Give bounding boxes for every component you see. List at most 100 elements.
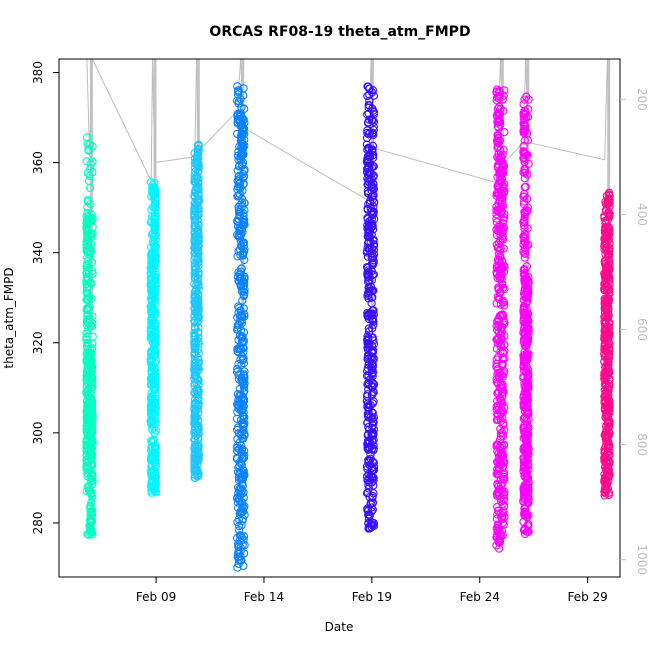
data-point <box>496 450 505 460</box>
data-point <box>603 263 613 272</box>
data-point <box>363 311 372 320</box>
data-point <box>237 143 246 152</box>
data-point <box>88 339 97 348</box>
data-point <box>194 394 203 404</box>
data-point <box>522 288 531 298</box>
data-point <box>600 226 610 235</box>
data-point <box>494 322 503 332</box>
series-5-flight-0 <box>492 85 509 553</box>
y-tick-label-5: 380 <box>31 61 45 84</box>
data-point <box>146 375 156 384</box>
data-point <box>493 104 503 113</box>
data-point <box>496 400 505 409</box>
data-point <box>190 205 199 214</box>
data-point <box>604 352 613 361</box>
data-point <box>369 250 379 259</box>
data-point <box>238 332 247 342</box>
data-point <box>498 475 508 484</box>
data-point <box>369 122 378 131</box>
chart-title: ORCAS RF08-19 theta_atm_FMPD <box>209 24 470 40</box>
data-point <box>236 531 246 540</box>
data-point <box>523 393 532 402</box>
data-point <box>605 450 614 460</box>
data-point <box>234 302 243 311</box>
x-tick-label-4: Feb 29 <box>567 590 607 604</box>
data-point <box>86 443 95 452</box>
data-point <box>519 153 529 162</box>
data-point <box>600 302 610 311</box>
data-point <box>233 364 242 374</box>
data-point <box>83 295 92 305</box>
data-point <box>524 323 533 332</box>
data-point <box>523 112 533 122</box>
data-point <box>87 404 97 414</box>
y-axis-right: 200 400 600 800 1000 <box>620 88 649 575</box>
data-point <box>520 421 529 430</box>
data-point <box>147 366 156 376</box>
data-point <box>191 241 200 250</box>
data-point <box>193 291 203 301</box>
data-point <box>498 158 507 167</box>
data-point <box>601 339 610 348</box>
data-point <box>235 245 245 254</box>
x-tick-label-3: Feb 24 <box>460 590 500 604</box>
data-point <box>190 335 199 344</box>
data-point <box>82 243 92 252</box>
data-point <box>523 473 533 482</box>
data-point <box>519 247 528 256</box>
y-tick-label-2: 320 <box>31 331 45 354</box>
y-tick-label-1: 300 <box>31 421 45 444</box>
data-point <box>234 395 243 404</box>
data-point <box>233 389 243 399</box>
data-point <box>193 404 203 413</box>
data-point <box>236 556 246 565</box>
data-point <box>364 519 373 528</box>
data-point <box>494 491 504 500</box>
data-point <box>190 291 199 300</box>
data-point <box>239 426 248 435</box>
data-point <box>492 469 501 479</box>
data-point <box>83 168 92 178</box>
data-point <box>600 345 609 354</box>
data-point <box>82 458 91 467</box>
y-right-tick-label-2: 600 <box>635 318 649 341</box>
data-point <box>499 166 508 176</box>
series-3-flight-0 <box>232 82 249 572</box>
data-point <box>498 201 508 211</box>
data-point <box>519 316 528 325</box>
data-point <box>363 390 372 399</box>
data-point <box>363 91 372 101</box>
data-point <box>524 527 533 536</box>
data-point <box>365 327 374 336</box>
data-point <box>232 534 242 543</box>
data-point <box>235 190 244 199</box>
data-point <box>523 401 532 411</box>
y-axis-label: theta_atm_FMPD <box>2 267 16 368</box>
data-point <box>496 207 505 216</box>
data-point <box>150 280 160 290</box>
data-point <box>83 392 93 401</box>
data-point <box>498 511 507 520</box>
data-point <box>364 510 374 519</box>
data-point <box>494 506 503 516</box>
data-point <box>194 304 203 314</box>
data-point <box>149 237 158 246</box>
data-point <box>492 415 502 425</box>
data-point <box>520 341 530 350</box>
data-point <box>365 524 375 533</box>
data-point <box>147 361 157 370</box>
data-point <box>500 512 509 522</box>
data-point <box>234 428 244 438</box>
data-point <box>150 350 159 359</box>
data-point <box>147 393 156 403</box>
data-point <box>234 214 243 223</box>
data-point <box>234 202 243 212</box>
data-point <box>520 166 529 175</box>
data-point <box>237 160 247 169</box>
data-point <box>85 410 95 419</box>
data-point <box>493 117 502 126</box>
data-point <box>191 449 200 458</box>
data-point <box>369 441 378 450</box>
data-point <box>495 168 504 177</box>
